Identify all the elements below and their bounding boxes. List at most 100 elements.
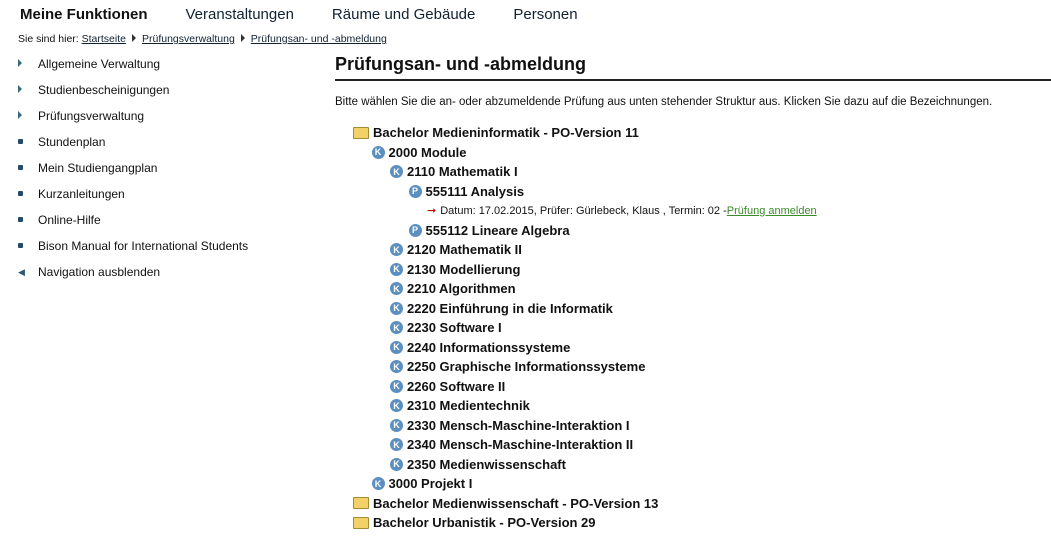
bullet-icon bbox=[18, 187, 38, 201]
tree-node-label: 555112 Lineare Algebra bbox=[425, 222, 570, 238]
tree-node-label: 2350 Medienwissenschaft bbox=[407, 456, 566, 472]
nav-raeume-gebaeude[interactable]: Räume und Gebäude bbox=[331, 6, 476, 23]
page-title: Prüfungsan- und -abmeldung bbox=[335, 54, 586, 74]
module-k-icon: K bbox=[390, 321, 403, 335]
tree-node-label: Bachelor Urbanistik - PO-Version 29 bbox=[373, 515, 596, 531]
module-k-icon: K bbox=[390, 340, 403, 354]
module-k-icon: K bbox=[390, 165, 403, 179]
sidebar-item[interactable]: Bison Manual for International Students bbox=[18, 239, 248, 265]
module-k-icon: K bbox=[390, 282, 403, 296]
bullet-icon bbox=[18, 135, 38, 149]
sidebar: Allgemeine Verwaltung Studienbescheinigun… bbox=[18, 57, 248, 291]
sidebar-item-label: Allgemeine Verwaltung bbox=[38, 57, 161, 71]
exam-date-row: ➞ Datum: 17.02.2015, Prüfer: Gürlebeck, K… bbox=[353, 201, 817, 221]
module-k-icon: K bbox=[371, 477, 385, 491]
tree-node-label: 2110 Mathematik I bbox=[407, 164, 518, 180]
folder-icon bbox=[353, 516, 369, 529]
register-exam-link[interactable]: Prüfung anmelden bbox=[726, 204, 817, 217]
sidebar-item[interactable]: Studienbescheinigungen bbox=[18, 83, 248, 109]
tree-node[interactable]: P 555111 Analysis bbox=[353, 182, 817, 202]
tree-node[interactable]: Bachelor Medienwissenschaft - PO-Version… bbox=[353, 494, 817, 514]
module-k-icon: K bbox=[390, 457, 403, 471]
sidebar-item[interactable]: Prüfungsverwaltung bbox=[18, 109, 248, 135]
title-divider bbox=[335, 79, 1051, 81]
tree-node-label: 2310 Medientechnik bbox=[407, 398, 530, 414]
sidebar-item-label: Mein Studiengangplan bbox=[38, 161, 158, 175]
tree-node-label: 2260 Software II bbox=[407, 378, 506, 394]
tree-node-label: 555111 Analysis bbox=[425, 183, 525, 199]
tree-node[interactable]: K 2250 Graphische Informationssysteme bbox=[353, 357, 817, 377]
sidebar-item[interactable]: Kurzanleitungen bbox=[18, 187, 248, 213]
arrow-left-icon: ◀ bbox=[18, 267, 25, 277]
tree-node[interactable]: K 2350 Medienwissenschaft bbox=[353, 455, 817, 475]
tree-node-label: Bachelor Medieninformatik - PO-Version 1… bbox=[373, 125, 639, 141]
sidebar-item[interactable]: Online-Hilfe bbox=[18, 213, 248, 239]
module-k-icon: K bbox=[390, 301, 403, 315]
module-k-icon: K bbox=[390, 360, 403, 374]
tree-node-label: 2240 Informationssysteme bbox=[407, 339, 571, 355]
sidebar-item-label: Studienbescheinigungen bbox=[38, 83, 170, 97]
sidebar-item-label: Navigation ausblenden bbox=[38, 265, 161, 279]
tree-node[interactable]: K 2240 Informationssysteme bbox=[353, 338, 817, 358]
triangle-icon bbox=[18, 109, 38, 124]
exam-p-icon: P bbox=[408, 223, 422, 237]
module-k-icon: K bbox=[390, 438, 403, 452]
sidebar-item-label: Bison Manual for International Students bbox=[38, 239, 249, 253]
top-navigation: Meine Funktionen Veranstaltungen Räume u… bbox=[20, 6, 616, 28]
tree-node-label: Bachelor Medienwissenschaft - PO-Version… bbox=[373, 495, 659, 511]
tree-node[interactable]: K 2130 Modellierung bbox=[353, 260, 817, 280]
tree-node-label: 2210 Algorithmen bbox=[407, 281, 516, 297]
tree-node[interactable]: K 2220 Einführung in die Informatik bbox=[353, 299, 817, 319]
sidebar-item[interactable]: Allgemeine Verwaltung bbox=[18, 57, 248, 83]
module-k-icon: K bbox=[390, 379, 403, 393]
folder-icon bbox=[353, 497, 369, 510]
nav-meine-funktionen[interactable]: Meine Funktionen bbox=[20, 6, 148, 23]
exam-tree: Bachelor Medieninformatik - PO-Version 1… bbox=[353, 123, 817, 533]
bullet-icon bbox=[18, 213, 38, 227]
exam-p-icon: P bbox=[408, 184, 422, 198]
sidebar-item-label: Online-Hilfe bbox=[38, 213, 101, 227]
intro-text: Bitte wählen Sie die an- oder abzumelden… bbox=[335, 96, 993, 108]
breadcrumb-separator-icon bbox=[240, 34, 245, 42]
tree-node-label: 2340 Mensch-Maschine-Interaktion II bbox=[407, 437, 634, 453]
nav-personen[interactable]: Personen bbox=[513, 6, 578, 23]
tree-node-label: 2250 Graphische Informationssysteme bbox=[407, 359, 646, 375]
bullet-icon bbox=[18, 161, 38, 175]
breadcrumb-startseite[interactable]: Startseite bbox=[81, 33, 126, 45]
breadcrumb-current[interactable]: Prüfungsan- und -abmeldung bbox=[250, 33, 387, 45]
tree-node[interactable]: K 3000 Projekt I bbox=[353, 474, 817, 494]
nav-veranstaltungen[interactable]: Veranstaltungen bbox=[185, 6, 294, 23]
sidebar-item[interactable]: Stundenplan bbox=[18, 135, 248, 161]
folder-icon bbox=[353, 126, 369, 139]
tree-node-label: 3000 Projekt I bbox=[388, 476, 473, 492]
tree-node-label: 2220 Einführung in die Informatik bbox=[407, 300, 613, 316]
tree-node[interactable]: K 2340 Mensch-Maschine-Interaktion II bbox=[353, 435, 817, 455]
sidebar-item[interactable]: ◀ Navigation ausblenden bbox=[18, 265, 248, 291]
module-k-icon: K bbox=[390, 262, 403, 276]
tree-node[interactable]: K 2330 Mensch-Maschine-Interaktion I bbox=[353, 416, 817, 436]
arrow-right-icon: ➞ bbox=[427, 205, 437, 218]
tree-node[interactable]: Bachelor Medieninformatik - PO-Version 1… bbox=[353, 123, 817, 143]
tree-node[interactable]: K 2120 Mathematik II bbox=[353, 240, 817, 260]
module-k-icon: K bbox=[390, 399, 403, 413]
tree-node[interactable]: K 2000 Module bbox=[353, 143, 817, 163]
sidebar-item-label: Kurzanleitungen bbox=[38, 187, 125, 201]
tree-node[interactable]: K 2260 Software II bbox=[353, 377, 817, 397]
breadcrumb-pruefungsverwaltung[interactable]: Prüfungsverwaltung bbox=[141, 33, 235, 45]
tree-node[interactable]: K 2310 Medientechnik bbox=[353, 396, 817, 416]
tree-node-label: 2120 Mathematik II bbox=[407, 242, 522, 258]
sidebar-item-label: Stundenplan bbox=[38, 135, 106, 149]
sidebar-item[interactable]: Mein Studiengangplan bbox=[18, 161, 248, 187]
triangle-icon bbox=[18, 83, 38, 98]
tree-node[interactable]: K 2230 Software I bbox=[353, 318, 817, 338]
tree-node-label: 2230 Software I bbox=[407, 320, 502, 336]
tree-node[interactable]: K 2110 Mathematik I bbox=[353, 162, 817, 182]
bullet-icon bbox=[18, 239, 38, 253]
tree-node-label: 2130 Modellierung bbox=[407, 261, 521, 277]
tree-node-label: 2000 Module bbox=[388, 144, 467, 160]
triangle-icon bbox=[18, 57, 38, 72]
tree-node[interactable]: K 2210 Algorithmen bbox=[353, 279, 817, 299]
module-k-icon: K bbox=[371, 145, 385, 159]
tree-node[interactable]: P 555112 Lineare Algebra bbox=[353, 221, 817, 241]
tree-node[interactable]: Bachelor Urbanistik - PO-Version 29 bbox=[353, 513, 817, 533]
